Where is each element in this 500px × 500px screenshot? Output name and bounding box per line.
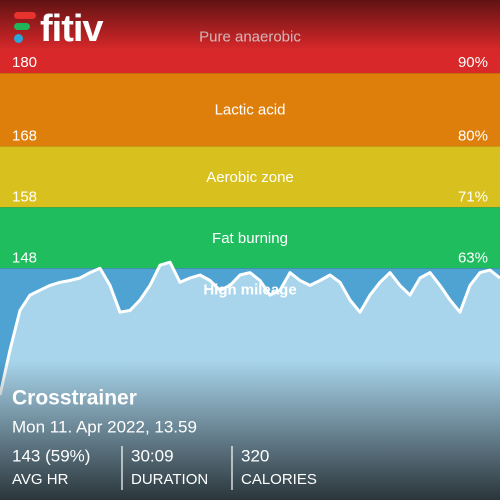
logo-icon bbox=[14, 34, 23, 43]
workout-title: Crosstrainer bbox=[12, 387, 137, 410]
bpm-tick-label: 158 bbox=[12, 188, 37, 205]
bpm-tick-label: 180 bbox=[12, 54, 37, 71]
zone-name: Fat burning bbox=[212, 230, 288, 247]
zone-band bbox=[0, 73, 500, 147]
percent-tick-label: 71% bbox=[458, 188, 488, 205]
stats: 143 (59%) AVG HR 30:09 DURATION 320 CALORIES bbox=[12, 446, 317, 490]
bpm-tick-label: 168 bbox=[12, 127, 37, 144]
stat-value: 320 bbox=[241, 446, 269, 465]
stat-value: 30:09 bbox=[131, 446, 174, 465]
percent-tick-label: 63% bbox=[458, 249, 488, 266]
top-shade bbox=[0, 0, 500, 50]
bpm-tick-label: 148 bbox=[12, 249, 37, 266]
stat-label: DURATION bbox=[131, 471, 208, 488]
stat-label: AVG HR bbox=[12, 471, 69, 488]
bottom-shade bbox=[0, 360, 500, 500]
logo-icon bbox=[14, 12, 36, 19]
logo-text: fitiv bbox=[40, 8, 103, 50]
percent-tick-label: 90% bbox=[458, 54, 488, 71]
workout-date: Mon 11. Apr 2022, 13.59 bbox=[12, 417, 197, 436]
logo: fitiv bbox=[14, 8, 104, 50]
zone-band bbox=[0, 207, 500, 269]
zone-name: Lactic acid bbox=[215, 102, 286, 119]
zone-band bbox=[0, 146, 500, 208]
zone-name: Aerobic zone bbox=[206, 169, 294, 186]
line bbox=[0, 260, 500, 396]
stat-value: 143 (59%) bbox=[12, 446, 90, 465]
logo-icon bbox=[14, 23, 30, 30]
stat-label: CALORIES bbox=[241, 471, 317, 488]
percent-tick-label: 80% bbox=[458, 127, 488, 144]
